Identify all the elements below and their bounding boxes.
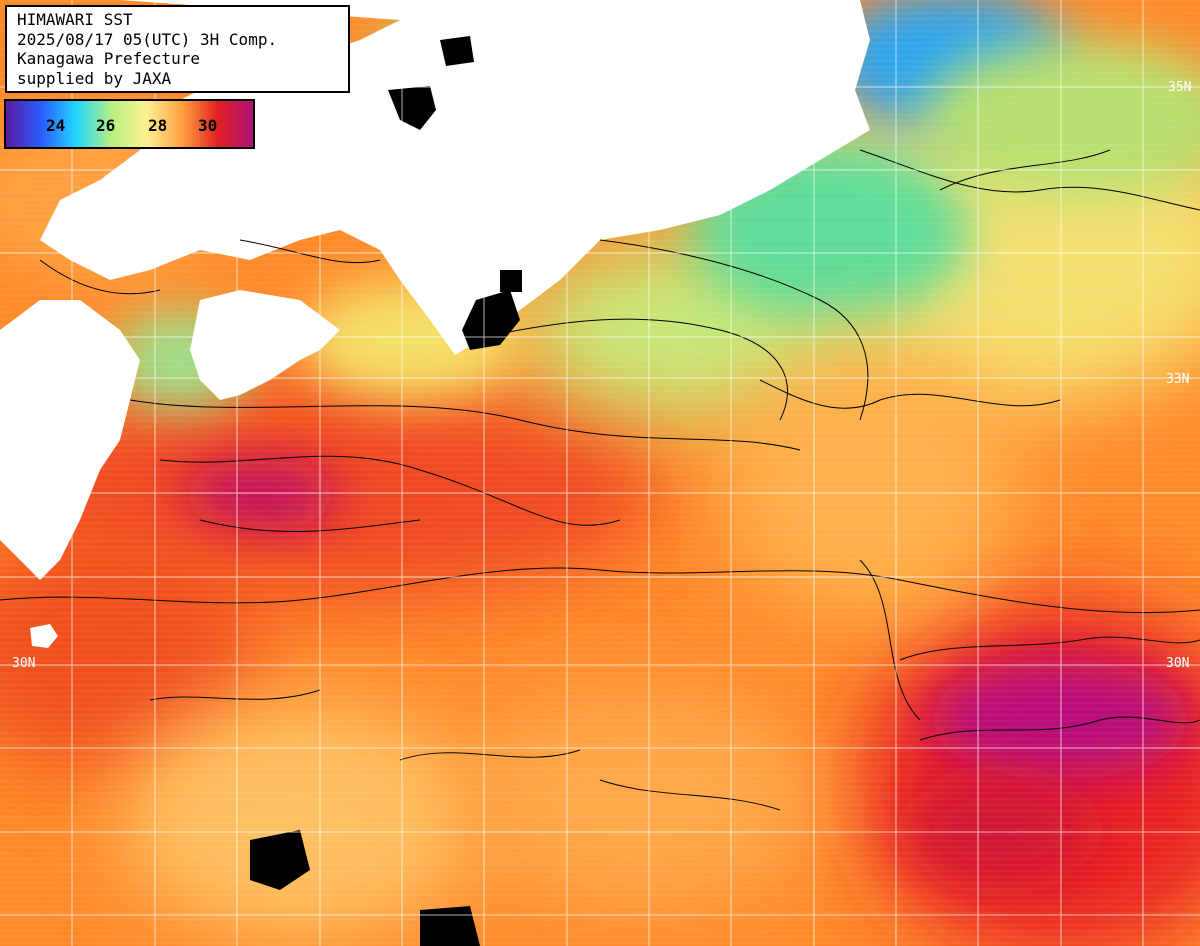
shikoku-land [190, 290, 340, 400]
product-title: HIMAWARI SST [17, 10, 133, 29]
lat-label-33n: 33N [1166, 372, 1190, 387]
legend-color-bar [6, 101, 253, 147]
legend-tick: 30 [198, 116, 218, 135]
lat-label-35n: 35N [1168, 80, 1192, 95]
lat-label-30n-right: 30N [1166, 656, 1190, 671]
legend-tick: 26 [96, 116, 116, 135]
kyushu-land [0, 300, 140, 580]
region-label: Kanagawa Prefecture [17, 49, 201, 68]
datetime-label: 2025/08/17 05(UTC) 3H Comp. [17, 29, 278, 49]
info-box: HIMAWARI SST 2025/08/17 05(UTC) 3H Comp.… [5, 5, 350, 93]
legend-tick: 28 [148, 116, 168, 135]
color-legend: 24 26 28 30 [4, 99, 255, 149]
lat-label-30n-left: 30N [12, 656, 36, 671]
tanegashima-land [30, 624, 58, 648]
no-data-patches [250, 36, 522, 946]
credit-label: supplied by JAXA [17, 68, 172, 88]
legend-tick: 24 [46, 116, 66, 135]
